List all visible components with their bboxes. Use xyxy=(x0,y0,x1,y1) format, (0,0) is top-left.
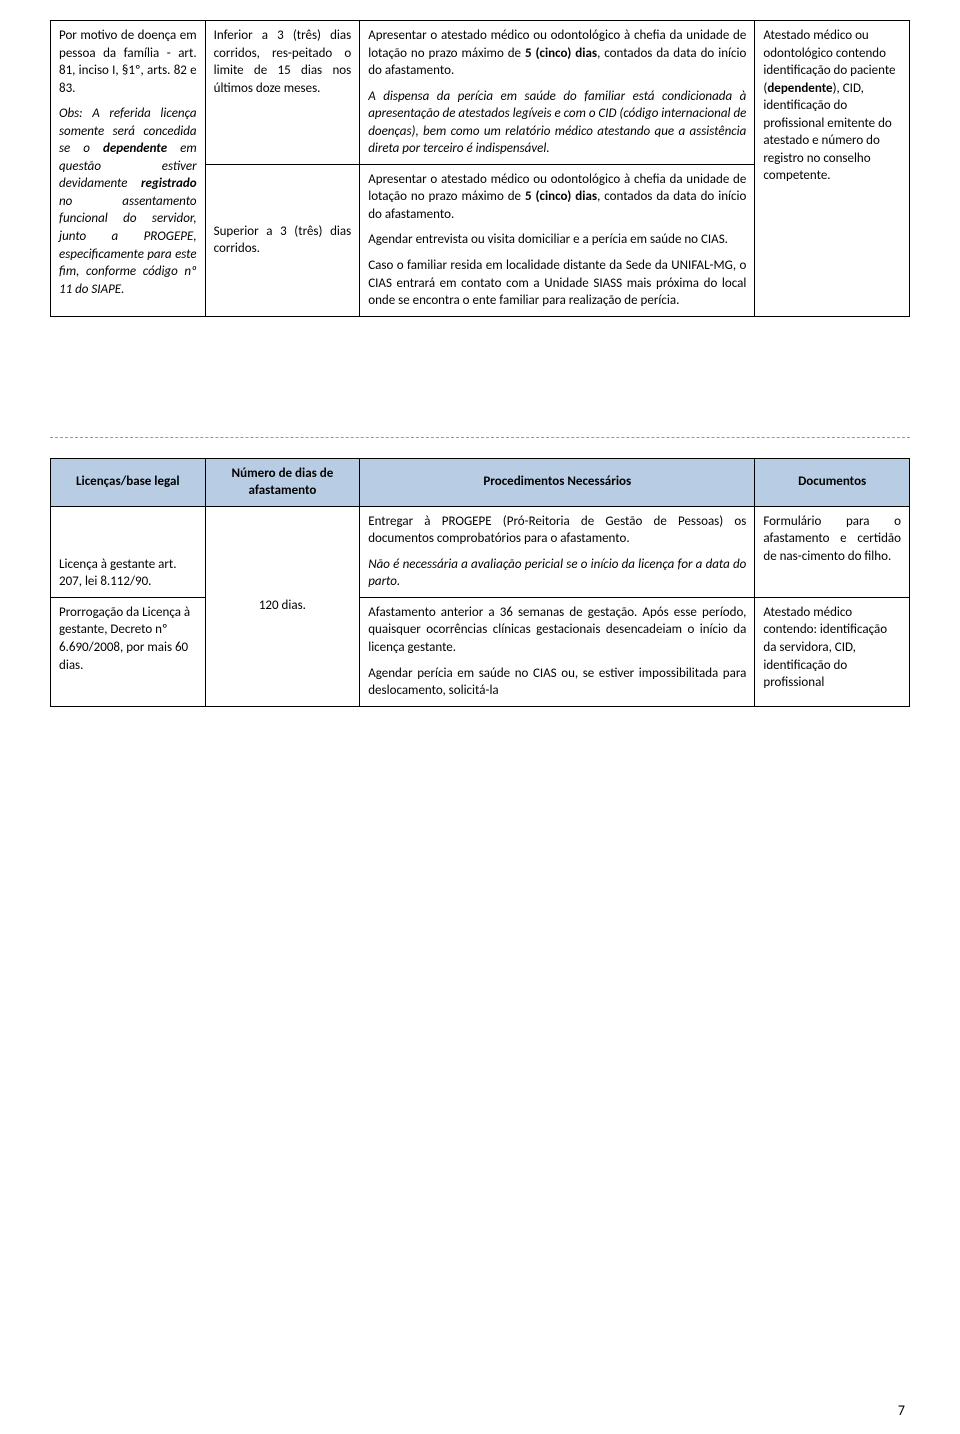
cell-procedimentos: Apresentar o atestado médico ou odontoló… xyxy=(360,164,755,316)
cell-dias: Inferior a 3 (três) dias corridos, res-p… xyxy=(205,21,360,165)
table-row: Prorrogação da Licença à gestante, Decre… xyxy=(51,597,910,706)
table-row: Por motivo de doença em pessoa da famíli… xyxy=(51,21,910,165)
cell-documentos: Formulário para o afastamento e certidão… xyxy=(755,506,910,597)
cell-dias: 120 dias. xyxy=(205,506,360,706)
table-header-row: Licenças/base legal Número de dias de af… xyxy=(51,458,910,506)
cell-text: Apresentar o atestado médico ou odontoló… xyxy=(368,27,746,80)
cell-procedimentos: Afastamento anterior a 36 semanas de ges… xyxy=(360,597,755,706)
cell-text: Por motivo de doença em pessoa da famíli… xyxy=(59,27,197,97)
table-licencas: Licenças/base legal Número de dias de af… xyxy=(50,458,910,707)
cell-text: Entregar à PROGEPE (Pró-Reitoria de Gest… xyxy=(368,513,746,548)
cell-documentos: Atestado médico ou odontológico contendo… xyxy=(755,21,910,317)
cell-procedimentos: Apresentar o atestado médico ou odontoló… xyxy=(360,21,755,165)
cell-dias: Superior a 3 (três) dias corridos. xyxy=(205,164,360,316)
cell-text: Afastamento anterior a 36 semanas de ges… xyxy=(368,604,746,657)
page-number: 7 xyxy=(898,1402,905,1419)
cell-licenca: Prorrogação da Licença à gestante, Decre… xyxy=(51,597,206,706)
cell-text: Caso o familiar resida em localidade dis… xyxy=(368,257,746,310)
table-row: Licença à gestante art. 207, lei 8.112/9… xyxy=(51,506,910,597)
cell-text: Agendar perícia em saúde no CIAS ou, se … xyxy=(368,665,746,700)
header-dias: Número de dias de afastamento xyxy=(205,458,360,506)
dashed-separator xyxy=(50,437,910,438)
cell-text: Não é necessária a avaliação pericial se… xyxy=(368,556,746,591)
cell-documentos: Atestado médico contendo: identificação … xyxy=(755,597,910,706)
table-continuation: Por motivo de doença em pessoa da famíli… xyxy=(50,20,910,317)
header-documentos: Documentos xyxy=(755,458,910,506)
header-licencas: Licenças/base legal xyxy=(51,458,206,506)
cell-motivo: Por motivo de doença em pessoa da famíli… xyxy=(51,21,206,317)
cell-text: Apresentar o atestado médico ou odontoló… xyxy=(368,171,746,224)
spacer xyxy=(50,317,910,397)
cell-licenca: Licença à gestante art. 207, lei 8.112/9… xyxy=(51,506,206,597)
cell-procedimentos: Entregar à PROGEPE (Pró-Reitoria de Gest… xyxy=(360,506,755,597)
cell-text: Obs: A referida licença somente será con… xyxy=(59,105,197,298)
header-procedimentos: Procedimentos Necessários xyxy=(360,458,755,506)
cell-text: A dispensa da perícia em saúde do famili… xyxy=(368,88,746,158)
cell-text: Agendar entrevista ou visita domiciliar … xyxy=(368,231,746,249)
